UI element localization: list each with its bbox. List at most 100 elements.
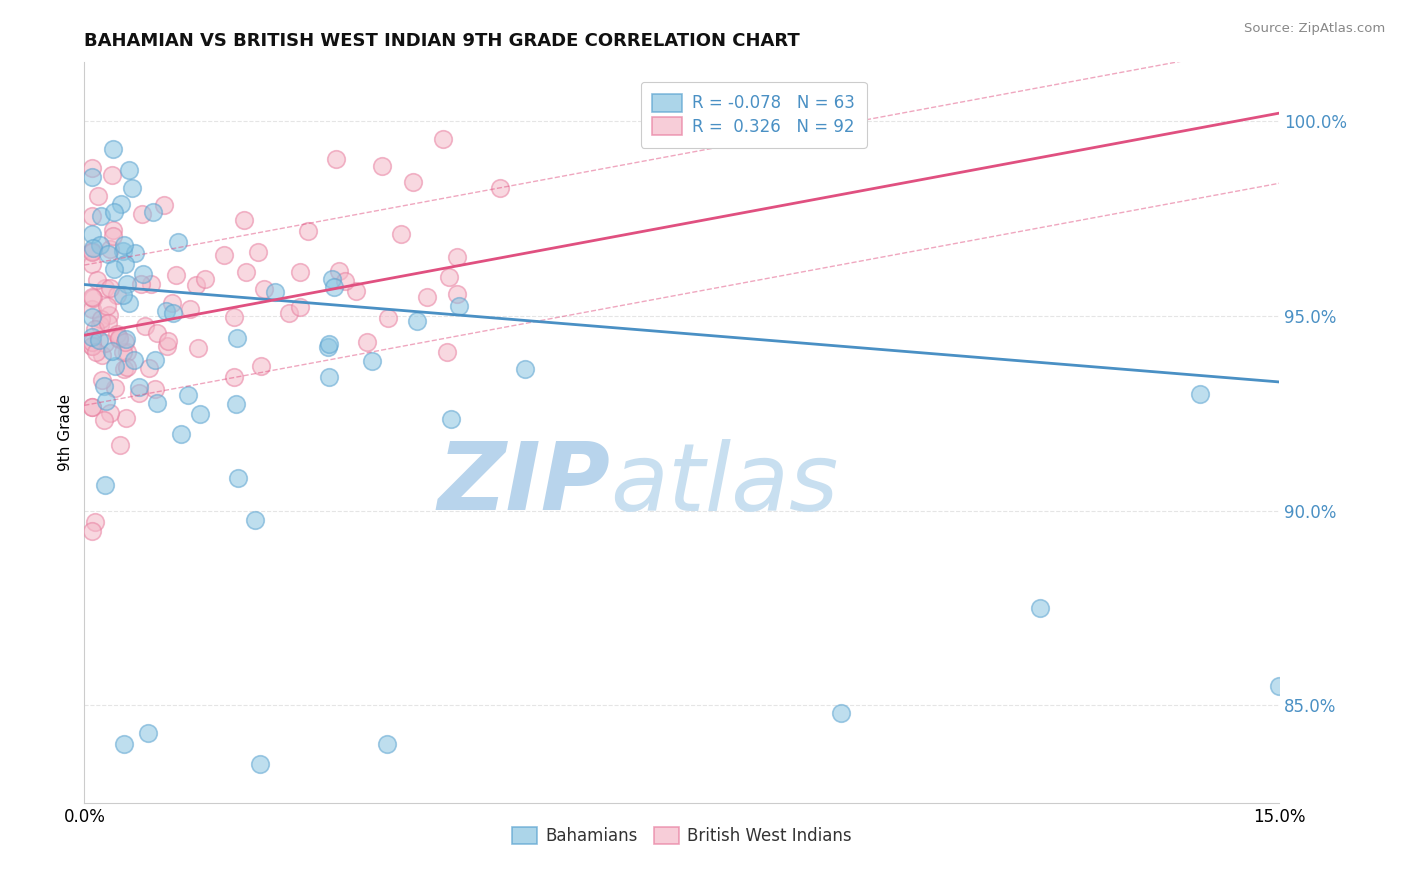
Point	[278, 306, 301, 320]
Point	[139, 277, 162, 291]
Point	[111, 345, 134, 359]
Y-axis label: 9th Grade: 9th Grade	[58, 394, 73, 471]
Point	[103, 205, 125, 219]
Point	[253, 282, 276, 296]
Point	[146, 326, 169, 341]
Point	[146, 396, 169, 410]
Point	[108, 332, 131, 346]
Point	[103, 262, 125, 277]
Point	[142, 205, 165, 219]
Point	[111, 244, 134, 258]
Point	[288, 300, 311, 314]
Point	[86, 189, 108, 203]
Point	[226, 471, 249, 485]
Point	[89, 318, 111, 332]
Point	[86, 344, 108, 359]
Point	[170, 427, 193, 442]
Point	[82, 524, 104, 538]
Point	[101, 168, 124, 182]
Point	[82, 400, 104, 414]
Point	[117, 296, 139, 310]
Point	[82, 291, 104, 305]
Point	[82, 338, 104, 352]
Point	[103, 142, 125, 156]
Point	[117, 359, 139, 374]
Point	[188, 407, 211, 421]
Point	[321, 272, 343, 286]
Text: BAHAMIAN VS BRITISH WEST INDIAN 9TH GRADE CORRELATION CHART: BAHAMIAN VS BRITISH WEST INDIAN 9TH GRAD…	[84, 32, 800, 50]
Point	[108, 438, 131, 452]
Point	[1268, 679, 1291, 693]
Text: ZIP: ZIP	[437, 439, 610, 531]
Point	[82, 330, 104, 344]
Point	[165, 268, 187, 283]
Point	[132, 267, 155, 281]
Point	[105, 288, 128, 302]
Point	[830, 706, 852, 721]
Point	[112, 361, 135, 376]
Point	[235, 264, 257, 278]
Point	[101, 343, 124, 358]
Point	[222, 370, 245, 384]
Point	[87, 333, 110, 347]
Point	[98, 242, 121, 256]
Point	[143, 352, 166, 367]
Point	[361, 353, 384, 368]
Point	[114, 257, 136, 271]
Point	[375, 737, 398, 751]
Point	[155, 303, 177, 318]
Point	[356, 334, 378, 349]
Point	[264, 285, 287, 300]
Point	[104, 381, 127, 395]
Point	[288, 265, 311, 279]
Point	[247, 245, 270, 260]
Point	[405, 314, 427, 328]
Point	[162, 306, 184, 320]
Point	[82, 339, 104, 353]
Point	[82, 227, 104, 241]
Point	[82, 241, 104, 255]
Point	[436, 344, 458, 359]
Point	[128, 380, 150, 394]
Point	[402, 175, 425, 189]
Point	[112, 238, 135, 252]
Point	[105, 326, 128, 341]
Point	[122, 352, 145, 367]
Point	[212, 248, 235, 262]
Point	[1188, 386, 1211, 401]
Point	[194, 272, 217, 286]
Point	[82, 161, 104, 175]
Point	[318, 336, 340, 351]
Point	[249, 756, 271, 771]
Point	[104, 359, 127, 373]
Point	[110, 196, 132, 211]
Legend: Bahamians, British West Indians: Bahamians, British West Indians	[503, 819, 860, 854]
Point	[389, 227, 412, 241]
Point	[124, 246, 146, 260]
Point	[117, 277, 139, 291]
Point	[89, 237, 111, 252]
Point	[90, 373, 112, 387]
Point	[97, 247, 120, 261]
Point	[187, 341, 209, 355]
Point	[82, 310, 104, 324]
Point	[107, 331, 129, 345]
Point	[94, 394, 117, 409]
Point	[90, 210, 112, 224]
Point	[439, 411, 461, 425]
Point	[131, 207, 153, 221]
Point	[344, 285, 367, 299]
Point	[226, 331, 249, 345]
Point	[93, 413, 115, 427]
Point	[328, 263, 350, 277]
Point	[1029, 601, 1052, 615]
Point	[233, 213, 256, 227]
Point	[318, 370, 340, 384]
Point	[186, 278, 208, 293]
Point	[97, 316, 120, 330]
Point	[98, 280, 121, 294]
Point	[111, 287, 134, 301]
Point	[96, 299, 118, 313]
Point	[128, 386, 150, 401]
Point	[86, 273, 108, 287]
